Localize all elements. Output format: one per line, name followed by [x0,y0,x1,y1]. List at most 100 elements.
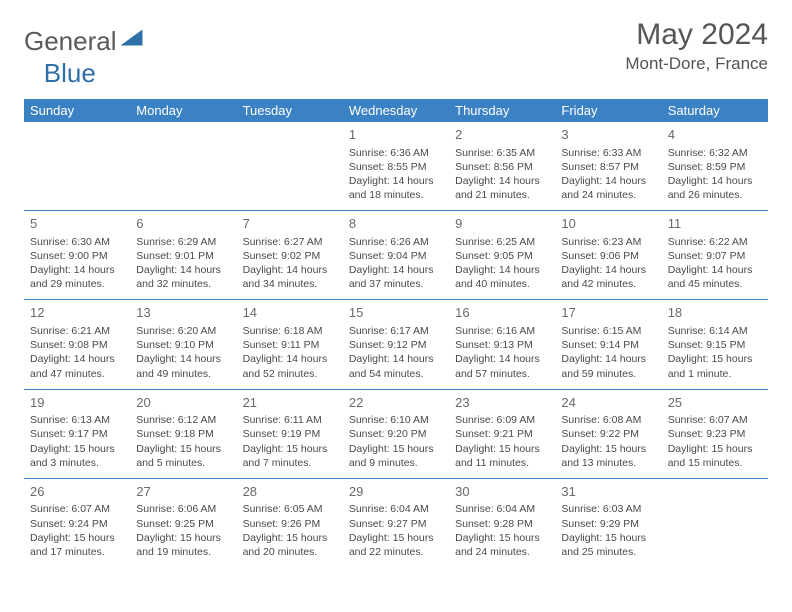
daylight-line: Daylight: 15 hours and 1 minute. [668,352,762,380]
daylight-line: Daylight: 14 hours and 45 minutes. [668,263,762,291]
calendar-cell: 14Sunrise: 6:18 AMSunset: 9:11 PMDayligh… [237,300,343,389]
daylight-line: Daylight: 14 hours and 40 minutes. [455,263,549,291]
daylight-line: Daylight: 15 hours and 9 minutes. [349,442,443,470]
sunset-line: Sunset: 9:05 PM [455,249,549,263]
day-number: 4 [668,126,762,144]
calendar-cell: 4Sunrise: 6:32 AMSunset: 8:59 PMDaylight… [662,122,768,211]
sunset-line: Sunset: 9:02 PM [243,249,337,263]
calendar-row: 12Sunrise: 6:21 AMSunset: 9:08 PMDayligh… [24,300,768,389]
sunrise-line: Sunrise: 6:14 AM [668,324,762,338]
daylight-line: Daylight: 15 hours and 19 minutes. [136,531,230,559]
location: Mont-Dore, France [625,54,768,74]
calendar-cell: 24Sunrise: 6:08 AMSunset: 9:22 PMDayligh… [555,389,661,478]
daylight-line: Daylight: 14 hours and 21 minutes. [455,174,549,202]
calendar-cell: 18 Sunrise: 6:14 AMSunset: 9:15 PMDayligh… [662,300,768,389]
day-number: 24 [561,394,655,412]
daylight-line: Daylight: 15 hours and 5 minutes. [136,442,230,470]
sunset-line: Sunset: 9:15 PM [668,338,762,352]
day-number: 29 [349,483,443,501]
calendar-cell: 12Sunrise: 6:21 AMSunset: 9:08 PMDayligh… [24,300,130,389]
brand-part1: General [24,26,117,57]
day-number: 28 [243,483,337,501]
sunrise-line: Sunrise: 6:18 AM [243,324,337,338]
sunrise-line: Sunrise: 6:23 AM [561,235,655,249]
daylight-line: Daylight: 15 hours and 20 minutes. [243,531,337,559]
daylight-line: Daylight: 15 hours and 7 minutes. [243,442,337,470]
daylight-line: Daylight: 14 hours and 52 minutes. [243,352,337,380]
sunrise-line: Sunrise: 6:27 AM [243,235,337,249]
sunrise-line: Sunrise: 6:11 AM [243,413,337,427]
weekday-header: Monday [130,99,236,122]
sunset-line: Sunset: 9:04 PM [349,249,443,263]
sunrise-line: Sunrise: 6:29 AM [136,235,230,249]
weekday-header: Wednesday [343,99,449,122]
day-number: 16 [455,304,549,322]
day-number: 10 [561,215,655,233]
daylight-line: Daylight: 14 hours and 26 minutes. [668,174,762,202]
sunrise-line: Sunrise: 6:25 AM [455,235,549,249]
sunrise-line: Sunrise: 6:22 AM [668,235,762,249]
day-number: 8 [349,215,443,233]
day-number: 6 [136,215,230,233]
brand-part2: Blue [44,58,96,88]
sunrise-line: Sunrise: 6:32 AM [668,146,762,160]
calendar-cell: 3Sunrise: 6:33 AMSunset: 8:57 PMDaylight… [555,122,661,211]
calendar-cell [130,122,236,211]
day-number: 21 [243,394,337,412]
day-number: 19 [30,394,124,412]
daylight-line: Daylight: 15 hours and 17 minutes. [30,531,124,559]
day-number: 18 [668,304,762,322]
calendar-cell: 13Sunrise: 6:20 AMSunset: 9:10 PMDayligh… [130,300,236,389]
daylight-line: Daylight: 15 hours and 3 minutes. [30,442,124,470]
day-number: 27 [136,483,230,501]
day-number: 23 [455,394,549,412]
sunset-line: Sunset: 9:19 PM [243,427,337,441]
calendar-cell: 29Sunrise: 6:04 AMSunset: 9:27 PMDayligh… [343,478,449,567]
calendar-cell: 28Sunrise: 6:05 AMSunset: 9:26 PMDayligh… [237,478,343,567]
sunrise-line: Sunrise: 6:04 AM [455,502,549,516]
day-number: 20 [136,394,230,412]
sunrise-line: Sunrise: 6:09 AM [455,413,549,427]
sunrise-line: Sunrise: 6:21 AM [30,324,124,338]
daylight-line: Daylight: 15 hours and 25 minutes. [561,531,655,559]
sunset-line: Sunset: 8:57 PM [561,160,655,174]
day-number: 17 [561,304,655,322]
day-number: 3 [561,126,655,144]
sunrise-line: Sunrise: 6:04 AM [349,502,443,516]
sunset-line: Sunset: 9:10 PM [136,338,230,352]
daylight-line: Daylight: 14 hours and 47 minutes. [30,352,124,380]
sunset-line: Sunset: 9:23 PM [668,427,762,441]
calendar-cell: 31Sunrise: 6:03 AMSunset: 9:29 PMDayligh… [555,478,661,567]
calendar-cell: 23Sunrise: 6:09 AMSunset: 9:21 PMDayligh… [449,389,555,478]
calendar-cell: 21Sunrise: 6:11 AMSunset: 9:19 PMDayligh… [237,389,343,478]
day-number: 25 [668,394,762,412]
calendar-cell: 30Sunrise: 6:04 AMSunset: 9:28 PMDayligh… [449,478,555,567]
daylight-line: Daylight: 14 hours and 59 minutes. [561,352,655,380]
sunrise-line: Sunrise: 6:07 AM [668,413,762,427]
daylight-line: Daylight: 14 hours and 34 minutes. [243,263,337,291]
daylight-line: Daylight: 14 hours and 54 minutes. [349,352,443,380]
calendar-body: 1Sunrise: 6:36 AMSunset: 8:55 PMDaylight… [24,122,768,567]
sunset-line: Sunset: 9:00 PM [30,249,124,263]
sunset-line: Sunset: 9:28 PM [455,517,549,531]
sunset-line: Sunset: 9:21 PM [455,427,549,441]
month-title: May 2024 [625,18,768,52]
day-number: 15 [349,304,443,322]
calendar-header-row: SundayMondayTuesdayWednesdayThursdayFrid… [24,99,768,122]
day-number: 5 [30,215,124,233]
calendar-cell: 22Sunrise: 6:10 AMSunset: 9:20 PMDayligh… [343,389,449,478]
daylight-line: Daylight: 15 hours and 13 minutes. [561,442,655,470]
day-number: 30 [455,483,549,501]
sunset-line: Sunset: 9:12 PM [349,338,443,352]
daylight-line: Daylight: 14 hours and 57 minutes. [455,352,549,380]
sunset-line: Sunset: 9:08 PM [30,338,124,352]
calendar-cell: 6Sunrise: 6:29 AMSunset: 9:01 PMDaylight… [130,211,236,300]
sunrise-line: Sunrise: 6:30 AM [30,235,124,249]
weekday-header: Thursday [449,99,555,122]
sunset-line: Sunset: 9:07 PM [668,249,762,263]
daylight-line: Daylight: 15 hours and 24 minutes. [455,531,549,559]
calendar-cell: 15Sunrise: 6:17 AMSunset: 9:12 PMDayligh… [343,300,449,389]
daylight-line: Daylight: 14 hours and 24 minutes. [561,174,655,202]
sunset-line: Sunset: 9:06 PM [561,249,655,263]
daylight-line: Daylight: 14 hours and 42 minutes. [561,263,655,291]
